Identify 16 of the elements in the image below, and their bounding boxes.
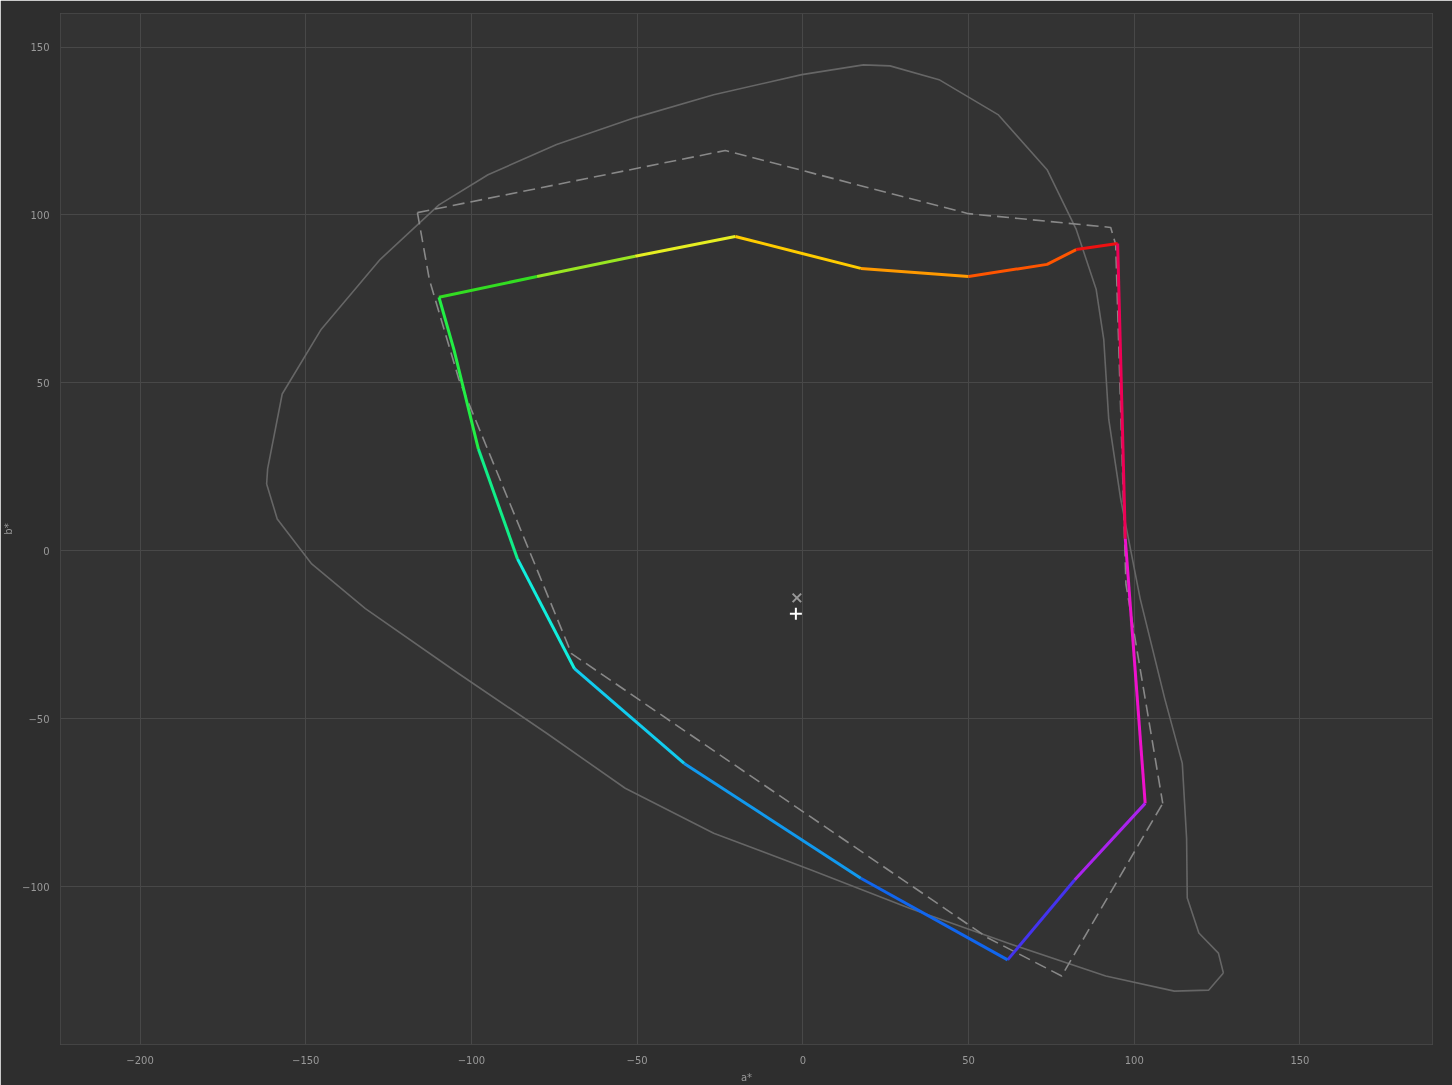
y-tick-label: −100	[22, 881, 50, 893]
y-tick-label: 150	[30, 42, 50, 54]
y-tick-label: 0	[43, 545, 50, 557]
x-tick-label: 0	[799, 1054, 807, 1066]
x-tick-label: −200	[126, 1054, 154, 1066]
y-tick-label: 50	[36, 377, 50, 389]
x-tick-label: −100	[457, 1054, 486, 1066]
y-tick-label: 100	[30, 210, 50, 221]
y-axis-title: b*	[3, 523, 15, 535]
x-tick-label: 150	[1290, 1054, 1310, 1066]
x-tick-label: 50	[962, 1054, 975, 1066]
x-axis-title: a*	[740, 1071, 753, 1083]
x-tick-label: −50	[626, 1054, 648, 1066]
y-tick-label: −50	[28, 713, 50, 725]
x-tick-label: 100	[1124, 1054, 1144, 1066]
x-tick-label: −150	[292, 1054, 320, 1066]
